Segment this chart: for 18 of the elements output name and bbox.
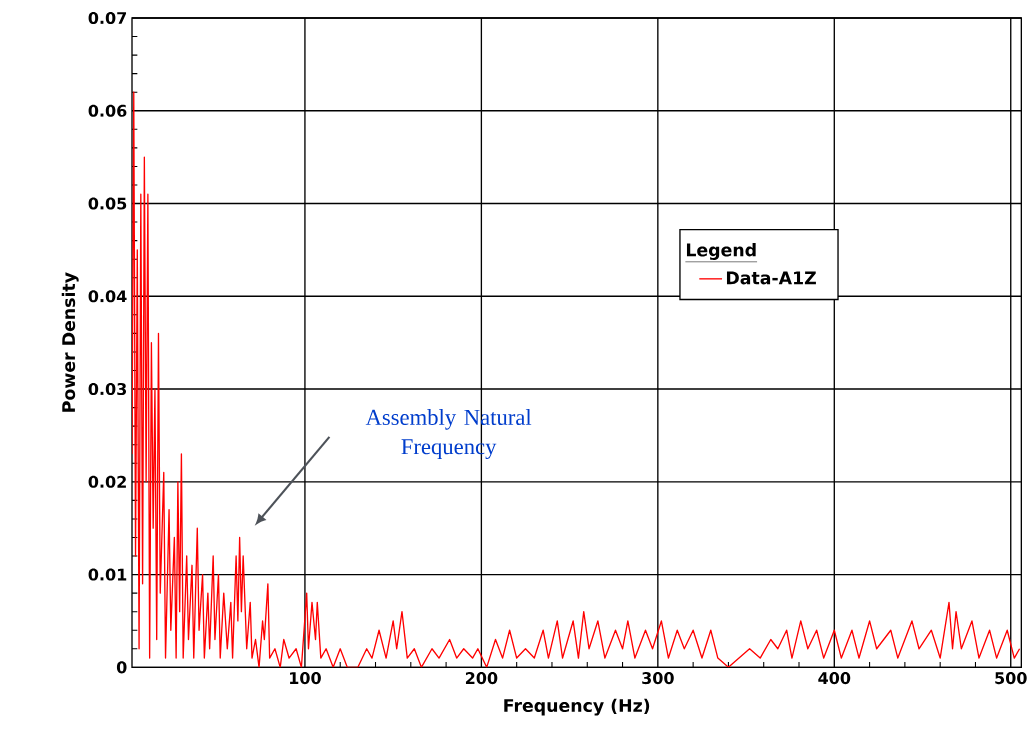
x-tick-label: 400 — [818, 671, 851, 684]
x-tick-label: 500 — [995, 671, 1027, 684]
legend-label: Data-A1Z — [726, 271, 816, 285]
y-tick-label: 0.06 — [88, 104, 127, 117]
y-tick-label: 0.01 — [88, 568, 127, 581]
y-tick-label: 0 — [116, 661, 127, 674]
y-tick-label: 0.02 — [88, 475, 126, 488]
x-tick-label: 200 — [465, 671, 498, 684]
line-series — [132, 91, 1021, 668]
x-tick-label: 300 — [642, 671, 674, 684]
y-tick-label: 0.03 — [88, 382, 127, 395]
y-axis-title: Power Density — [61, 272, 79, 412]
y-tick-label: 0.07 — [88, 11, 127, 24]
y-tick-label: 0.04 — [88, 290, 127, 303]
y-tick-label: 0.05 — [88, 197, 127, 210]
x-axis-title: Frequency (Hz) — [504, 698, 650, 716]
legend-title: Legend — [686, 242, 756, 260]
x-tick-label: 100 — [290, 671, 321, 684]
